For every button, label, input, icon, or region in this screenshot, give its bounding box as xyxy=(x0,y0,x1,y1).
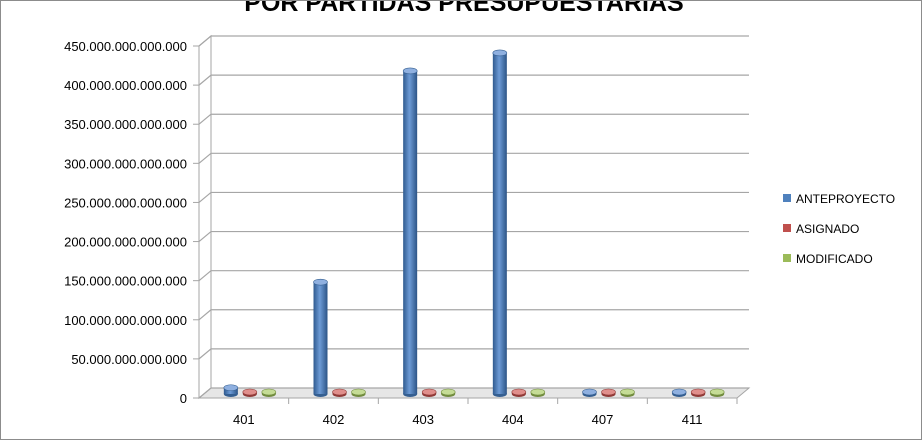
gridlines xyxy=(198,35,749,399)
bar xyxy=(709,388,725,397)
bar-cap xyxy=(530,388,546,396)
bar-cap xyxy=(242,388,258,396)
gridline xyxy=(198,35,749,47)
x-tick-label: 411 xyxy=(682,412,703,427)
bar xyxy=(440,388,456,397)
y-tick-label: 400.000.000.000.000 xyxy=(64,78,187,93)
y-tick-label: 350.000.000.000.000 xyxy=(64,117,187,132)
bar xyxy=(242,388,258,397)
y-tick-label: 50.000.000.000.000 xyxy=(71,352,187,367)
bar xyxy=(313,278,328,397)
bar xyxy=(261,388,277,397)
chart-title: POR PARTIDAS PRESUPUESTARIAS xyxy=(244,1,683,17)
y-tick-label: 300.000.000.000.000 xyxy=(64,156,187,171)
bar-cap xyxy=(620,388,635,396)
gridline xyxy=(198,309,749,321)
gridline xyxy=(198,348,749,360)
bar-cap xyxy=(223,384,239,392)
bar xyxy=(620,388,635,397)
bar-cap xyxy=(492,49,508,57)
bar xyxy=(601,388,616,397)
bar-cap xyxy=(709,388,725,396)
bar-cap xyxy=(582,388,597,396)
bar xyxy=(332,388,347,397)
x-axis: 401 402 403 404 407 411 xyxy=(199,397,738,427)
bar-cap xyxy=(690,388,706,396)
bar-body xyxy=(403,70,418,394)
bar-cap xyxy=(511,388,527,396)
gridline xyxy=(198,270,749,282)
y-tick-label: 150.000.000.000.000 xyxy=(64,274,187,289)
gridline xyxy=(198,191,749,203)
y-axis: 0 50.000.000.000.000 100.000.000.000.000 15… xyxy=(64,39,200,406)
bar-body xyxy=(313,282,328,394)
bar-cap xyxy=(261,388,277,396)
bar xyxy=(402,67,418,397)
bar xyxy=(492,49,508,397)
plot-side-wall xyxy=(198,34,212,400)
bars xyxy=(223,49,725,397)
bar-cap xyxy=(421,388,437,396)
y-tick-label: 0 xyxy=(180,391,187,406)
x-tick-label: 407 xyxy=(592,412,614,427)
bar xyxy=(671,388,687,397)
bar-cap xyxy=(332,388,347,396)
gridline xyxy=(198,152,749,164)
bar-body xyxy=(492,52,507,394)
bar xyxy=(421,388,437,397)
gridline xyxy=(198,113,749,125)
bar xyxy=(223,384,239,397)
gridline xyxy=(198,387,749,399)
bar xyxy=(511,388,527,397)
legend: ANTEPROYECTO ASIGNADO MODIFICADO xyxy=(783,192,895,266)
gridline xyxy=(198,230,749,243)
y-tick-label: 450.000.000.000.000 xyxy=(64,39,187,54)
legend-swatch xyxy=(783,254,791,262)
legend-label: MODIFICADO xyxy=(796,252,873,266)
gridline xyxy=(198,74,749,86)
plot-walls xyxy=(197,34,751,400)
x-tick-label: 402 xyxy=(323,412,345,427)
bar-cap xyxy=(313,278,328,286)
bar-cap xyxy=(402,67,418,75)
legend-label: ASIGNADO xyxy=(796,222,859,236)
x-tick-label: 403 xyxy=(412,412,434,427)
bar xyxy=(530,388,546,397)
bar-cap xyxy=(440,388,456,396)
bar-cap xyxy=(671,388,687,396)
bar xyxy=(351,388,366,397)
bar xyxy=(582,388,597,397)
plot-floor xyxy=(197,387,751,399)
y-tick-label: 100.000.000.000.000 xyxy=(64,313,187,328)
bar-cap xyxy=(351,388,366,396)
legend-swatch xyxy=(783,224,791,232)
y-tick-label: 200.000.000.000.000 xyxy=(64,235,187,250)
bar-cap xyxy=(601,388,616,396)
x-tick-label: 404 xyxy=(502,412,524,427)
x-tick-label: 401 xyxy=(233,412,255,427)
legend-label: ANTEPROYECTO xyxy=(796,192,895,206)
legend-swatch xyxy=(783,194,791,202)
y-tick-label: 250.000.000.000.000 xyxy=(64,195,187,210)
bar xyxy=(690,388,706,397)
